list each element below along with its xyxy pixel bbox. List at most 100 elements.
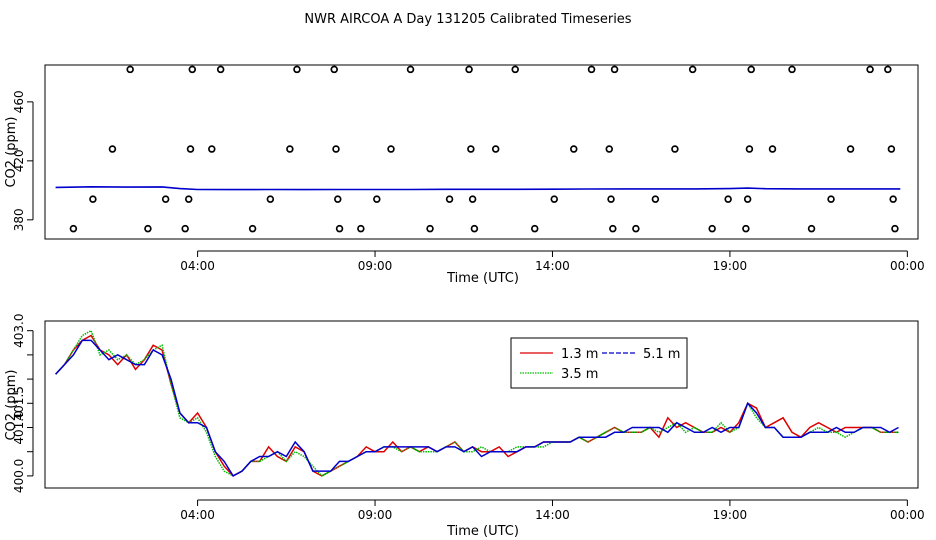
data-point — [467, 145, 475, 153]
top-points — [69, 65, 899, 233]
data-point — [788, 65, 796, 74]
y-tick-label: 460 — [12, 90, 26, 113]
data-point — [530, 224, 539, 233]
data-point — [357, 224, 365, 233]
bottom-plot-frame — [44, 320, 919, 489]
top-plot-frame — [44, 64, 919, 240]
data-point — [688, 65, 697, 74]
legend-label-5-1m: 5.1 m — [643, 347, 680, 362]
data-point — [445, 195, 454, 203]
data-point — [208, 145, 216, 153]
y-tick-label: 403.0 — [12, 314, 26, 348]
y-tick-label: 401.0 — [12, 410, 26, 444]
data-point — [610, 65, 619, 74]
data-point — [609, 224, 617, 233]
data-point — [188, 65, 197, 74]
data-line — [55, 185, 901, 191]
data-point — [742, 224, 750, 233]
y-tick-label: 400.0 — [12, 459, 26, 493]
data-point — [426, 224, 434, 233]
data-point — [335, 224, 344, 233]
data-point — [889, 195, 897, 203]
top-x-axis-label: Time (UTC) — [446, 271, 519, 286]
x-tick-label: 14:00 — [535, 259, 570, 273]
data-point — [286, 145, 294, 153]
top-panel: 04:00 09:00 14:00 19:00 00:00 380 420 460 Time… — [4, 64, 925, 286]
data-point — [332, 145, 340, 153]
data-point — [846, 145, 855, 153]
legend: 1.3 m 3.5 m 5.1 m — [510, 337, 688, 389]
top-y-axis: 380 420 460 — [12, 90, 34, 231]
data-point — [293, 65, 301, 74]
data-point — [607, 195, 615, 203]
data-point — [334, 195, 342, 203]
legend-box — [510, 337, 688, 389]
data-point — [216, 65, 225, 74]
legend-label-1-3m: 1.3 m — [561, 347, 598, 362]
data-point — [184, 195, 193, 203]
data-point — [491, 145, 500, 153]
data-point — [186, 145, 195, 153]
data-point — [724, 195, 732, 203]
bottom-lines — [55, 329, 899, 477]
y-tick-label: 380 — [12, 208, 26, 231]
data-point — [827, 195, 835, 203]
data-point — [330, 65, 338, 74]
data-point — [89, 195, 97, 203]
data-point — [511, 65, 519, 74]
data-point — [570, 145, 578, 153]
data-point — [745, 145, 754, 153]
data-point — [884, 65, 892, 74]
data-point — [465, 65, 473, 74]
data-point — [747, 65, 755, 74]
x-tick-label: 19:00 — [713, 508, 748, 522]
data-point — [768, 145, 777, 153]
bottom-x-axis: 04:00 09:00 14:00 19:00 00:00 — [180, 499, 925, 522]
data-point — [373, 195, 381, 203]
bottom-panel: 04:00 09:00 14:00 19:00 00:00 400.0 401.0401.… — [4, 314, 925, 539]
x-tick-label: 14:00 — [535, 508, 570, 522]
data-point — [161, 195, 170, 203]
data-point — [69, 224, 78, 233]
series-line — [55, 339, 899, 477]
data-point — [866, 65, 874, 74]
x-tick-label: 09:00 — [358, 259, 393, 273]
x-tick-label: 09:00 — [358, 508, 393, 522]
bottom-x-axis-label: Time (UTC) — [446, 524, 519, 539]
x-tick-label: 00:00 — [890, 259, 925, 273]
top-x-axis: 04:00 09:00 14:00 19:00 00:00 — [180, 250, 925, 273]
data-point — [671, 145, 679, 153]
x-tick-label: 04:00 — [180, 259, 215, 273]
data-point — [248, 224, 257, 233]
data-point — [891, 224, 899, 233]
y-tick-label: 420 — [12, 149, 26, 172]
x-tick-label: 00:00 — [890, 508, 925, 522]
data-point — [181, 224, 189, 233]
series-line — [55, 329, 899, 477]
data-point — [470, 224, 479, 233]
data-point — [887, 145, 896, 153]
top-y-axis-label: CO2 (ppm) — [4, 116, 19, 187]
data-point — [468, 195, 477, 203]
chart-title: NWR AIRCOA A Day 131205 Calibrated Times… — [304, 12, 631, 27]
y-tick-label: 401.5 — [12, 386, 26, 420]
x-tick-label: 04:00 — [180, 508, 215, 522]
data-point — [807, 224, 816, 233]
data-point — [651, 195, 660, 203]
data-point — [108, 145, 117, 153]
top-line — [55, 185, 901, 191]
data-point — [632, 224, 640, 233]
data-point — [587, 65, 596, 74]
data-point — [605, 145, 614, 153]
data-point — [550, 195, 558, 203]
data-point — [708, 224, 716, 233]
data-point — [743, 195, 752, 203]
series-line — [55, 334, 899, 477]
data-point — [266, 195, 275, 203]
data-point — [126, 65, 134, 74]
data-point — [144, 224, 152, 233]
bottom-y-axis-label: CO2 (ppm) — [4, 369, 19, 440]
legend-label-3-5m: 3.5 m — [561, 367, 598, 382]
